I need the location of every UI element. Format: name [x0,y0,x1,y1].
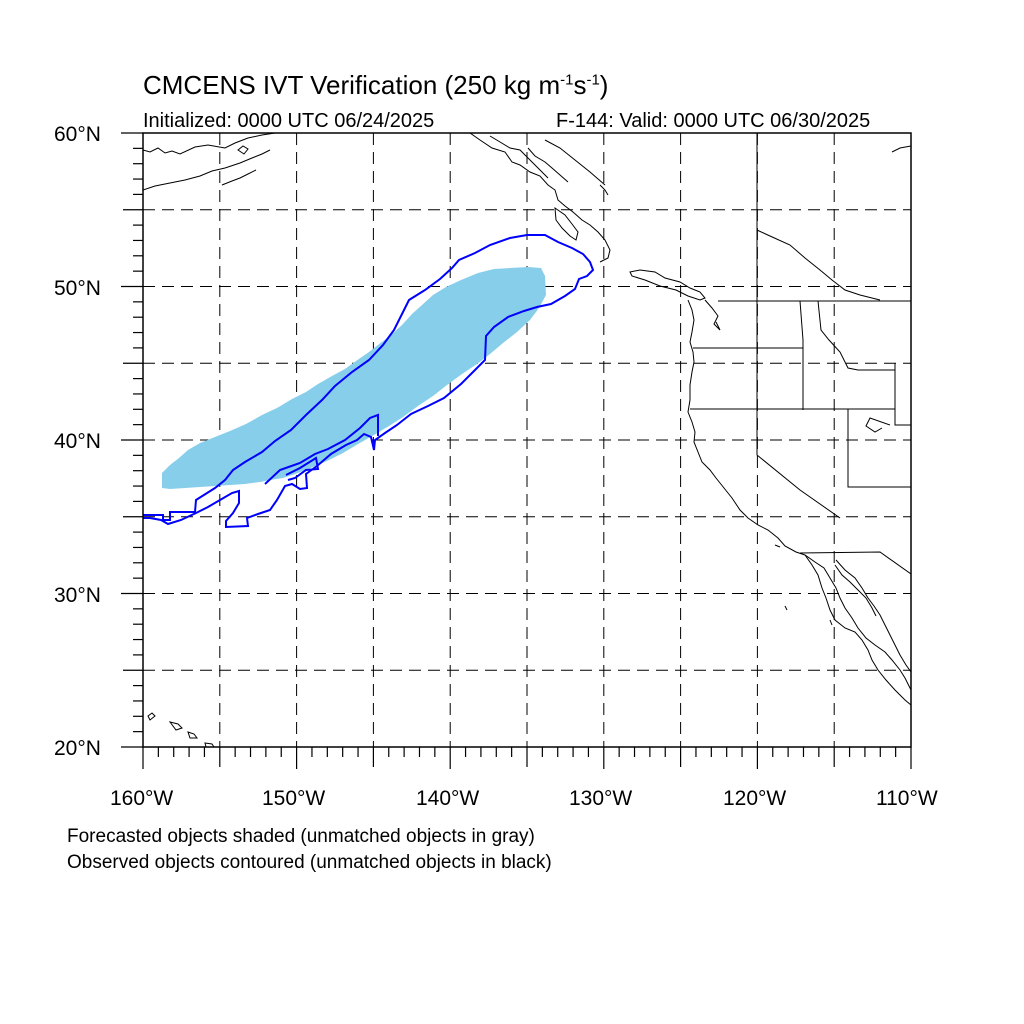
init-time-label: Initialized: 0000 UTC 06/24/2025 [143,110,435,132]
observed-contour-inner2 [285,456,320,481]
observed-contour-inner [264,413,379,485]
map-title: CMCENS IVT Verification (250 kg m-1s-1) [143,70,609,100]
lat-label-40n: 40°N [54,430,101,453]
lon-label-110w: 110°W [876,787,938,810]
lon-label-120w: 120°W [723,787,787,810]
lon-label-150w: 150°W [262,787,326,810]
lat-label-20n: 20°N [54,737,101,760]
lat-label-30n: 30°N [54,584,101,607]
coastlines [143,133,911,747]
lat-label-50n: 50°N [54,277,101,300]
axis-ticks [121,132,912,769]
footnote-observed: Observed objects contoured (unmatched ob… [67,852,552,873]
valid-time-label: F-144: Valid: 0000 UTC 06/30/2025 [556,110,871,132]
forecast-object [162,267,546,489]
observed-contour [143,234,595,529]
lon-label-140w: 140°W [416,787,480,810]
lon-label-130w: 130°W [569,787,633,810]
lon-label-160w: 160°W [110,787,174,810]
footnote-forecast: Forecasted objects shaded (unmatched obj… [67,826,535,847]
lat-label-60n: 60°N [54,123,101,146]
